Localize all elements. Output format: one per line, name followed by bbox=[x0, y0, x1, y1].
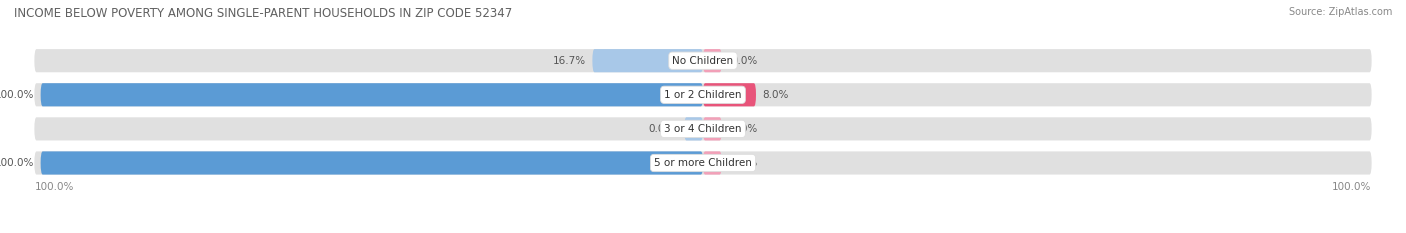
FancyBboxPatch shape bbox=[703, 83, 756, 106]
Text: Source: ZipAtlas.com: Source: ZipAtlas.com bbox=[1288, 7, 1392, 17]
Text: 100.0%: 100.0% bbox=[0, 158, 34, 168]
FancyBboxPatch shape bbox=[703, 49, 721, 72]
Text: 0.0%: 0.0% bbox=[731, 124, 758, 134]
Text: 0.0%: 0.0% bbox=[648, 124, 675, 134]
Text: 100.0%: 100.0% bbox=[34, 182, 73, 192]
Text: 1 or 2 Children: 1 or 2 Children bbox=[664, 90, 742, 100]
FancyBboxPatch shape bbox=[41, 83, 703, 106]
Text: INCOME BELOW POVERTY AMONG SINGLE-PARENT HOUSEHOLDS IN ZIP CODE 52347: INCOME BELOW POVERTY AMONG SINGLE-PARENT… bbox=[14, 7, 512, 20]
Text: 0.0%: 0.0% bbox=[731, 158, 758, 168]
FancyBboxPatch shape bbox=[41, 151, 703, 175]
FancyBboxPatch shape bbox=[703, 117, 721, 140]
Text: No Children: No Children bbox=[672, 56, 734, 66]
FancyBboxPatch shape bbox=[703, 151, 721, 175]
Text: 0.0%: 0.0% bbox=[731, 56, 758, 66]
FancyBboxPatch shape bbox=[34, 117, 1372, 140]
FancyBboxPatch shape bbox=[685, 117, 703, 140]
Text: 16.7%: 16.7% bbox=[553, 56, 586, 66]
Text: 100.0%: 100.0% bbox=[1333, 182, 1372, 192]
Legend: Single Father, Single Mother: Single Father, Single Mother bbox=[599, 230, 807, 233]
Text: 5 or more Children: 5 or more Children bbox=[654, 158, 752, 168]
Text: 100.0%: 100.0% bbox=[0, 90, 34, 100]
FancyBboxPatch shape bbox=[34, 49, 1372, 72]
FancyBboxPatch shape bbox=[34, 151, 1372, 175]
FancyBboxPatch shape bbox=[34, 83, 1372, 106]
Text: 8.0%: 8.0% bbox=[762, 90, 789, 100]
Text: 3 or 4 Children: 3 or 4 Children bbox=[664, 124, 742, 134]
FancyBboxPatch shape bbox=[592, 49, 703, 72]
